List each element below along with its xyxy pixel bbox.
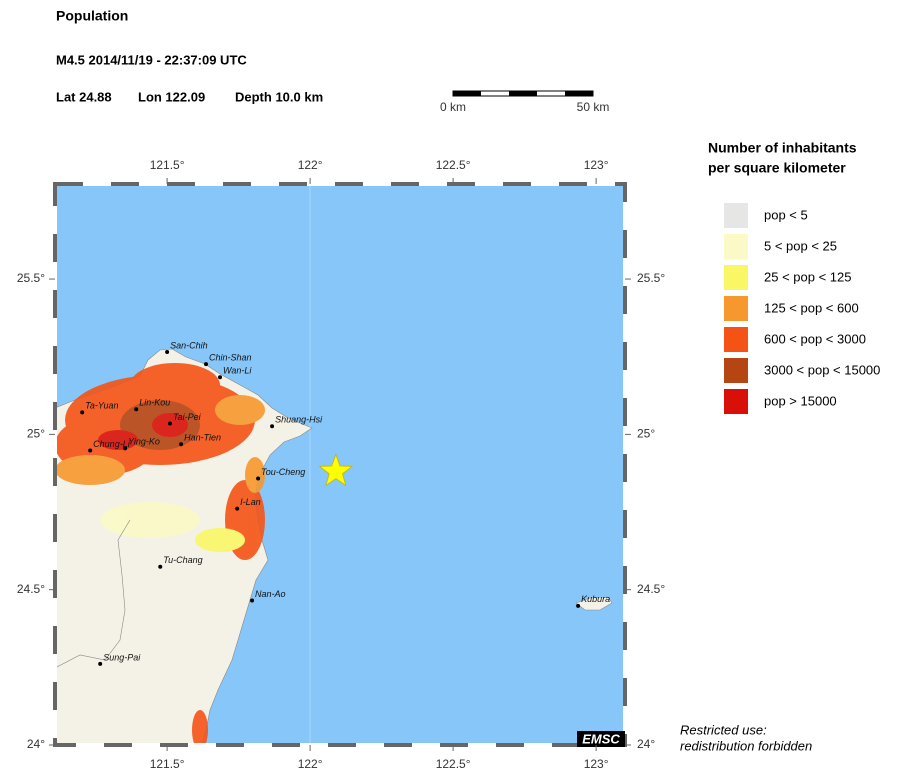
scale-end: 50 km <box>577 100 610 114</box>
footer: Restricted use: <box>680 722 767 737</box>
depth: Depth 10.0 km <box>235 89 323 104</box>
city-dot <box>218 375 223 380</box>
city-dot <box>270 424 275 429</box>
legend-label: pop > 15000 <box>764 393 837 408</box>
city-label: Shuang-Hsi <box>275 415 323 425</box>
legend-swatch <box>724 234 748 259</box>
legend-label: pop < 5 <box>764 207 808 222</box>
city-dot <box>88 448 93 453</box>
legend-swatch <box>724 265 748 290</box>
footer: redistribution forbidden <box>680 738 812 753</box>
city-label: Lin-Kou <box>139 398 170 408</box>
x-tick-label: 122.5° <box>436 757 471 771</box>
population-density <box>55 363 265 745</box>
city-dot <box>134 407 139 412</box>
city-dot <box>158 564 163 569</box>
city-label: Chung-Li <box>93 439 131 449</box>
legend-swatch <box>724 327 748 352</box>
x-tick-label: 121.5° <box>150 757 185 771</box>
y-tick-label: 25.5° <box>637 271 665 285</box>
map-area <box>55 184 625 745</box>
x-tick-label: 123° <box>584 158 609 172</box>
city-label: Tai-Pei <box>173 412 202 422</box>
x-tick-label: 122° <box>298 158 323 172</box>
city-dot <box>204 362 209 367</box>
y-tick-label: 25° <box>637 427 655 441</box>
city-dot <box>123 446 128 451</box>
city-dot <box>167 421 172 426</box>
title: Population <box>56 8 128 24</box>
city-dot <box>98 661 103 666</box>
badge-text: EMSC <box>582 731 620 746</box>
badge: EMSC <box>577 731 625 747</box>
city-dot <box>576 603 581 608</box>
y-tick-label: 25° <box>27 427 45 441</box>
legend-label: 600 < pop < 3000 <box>764 331 866 346</box>
city-label: Kubura <box>581 594 610 604</box>
event: M4.5 2014/11/19 - 22:37:09 UTC <box>56 52 247 67</box>
legend-swatch <box>724 358 748 383</box>
legend-label: 25 < pop < 125 <box>764 269 851 284</box>
y-tick-label: 24° <box>637 737 655 751</box>
legend-title: Number of inhabitants <box>708 140 857 156</box>
city-label: San-Chih <box>170 340 208 350</box>
legend-label: 125 < pop < 600 <box>764 300 859 315</box>
legend-label: 3000 < pop < 15000 <box>764 362 880 377</box>
y-tick-label: 25.5° <box>17 271 45 285</box>
city-dot <box>165 350 170 355</box>
x-tick-label: 123° <box>584 757 609 771</box>
lat: Lat 24.88 <box>56 89 112 104</box>
city-label: Sung-Pai <box>103 652 141 662</box>
epicenter <box>318 453 354 487</box>
city-dot <box>179 442 184 447</box>
legend-swatch <box>724 203 748 228</box>
legend-swatch <box>724 389 748 414</box>
city-dot <box>256 476 261 481</box>
city-label: I-Lan <box>240 497 261 507</box>
city-label: Chin-Shan <box>209 353 252 363</box>
city-label: Wan-Li <box>223 366 252 376</box>
city-dot <box>250 598 255 603</box>
y-tick-label: 24.5° <box>637 582 665 596</box>
city-label: Ta-Yuan <box>85 401 118 411</box>
city-label: Han-Tien <box>184 433 221 443</box>
city-label: Ying-Ko <box>128 437 160 447</box>
x-tick-label: 122.5° <box>436 158 471 172</box>
lon: Lon 122.09 <box>138 89 205 104</box>
x-tick-label: 121.5° <box>150 158 185 172</box>
legend-title: per square kilometer <box>708 160 846 176</box>
map-frame <box>53 182 627 747</box>
scale-start: 0 km <box>440 100 466 114</box>
y-tick-label: 24.5° <box>17 582 45 596</box>
city-dot <box>235 506 240 511</box>
legend-label: 5 < pop < 25 <box>764 238 837 253</box>
city-label: Nan-Ao <box>255 589 286 599</box>
legend-swatch <box>724 296 748 321</box>
city-label: Tu-Chang <box>163 555 202 565</box>
x-tick-label: 122° <box>298 757 323 771</box>
city-label: Tou-Cheng <box>261 467 305 477</box>
city-dot <box>80 410 85 415</box>
y-tick-label: 24° <box>27 737 45 751</box>
scale-bar: 0 km 50 km <box>440 90 610 114</box>
